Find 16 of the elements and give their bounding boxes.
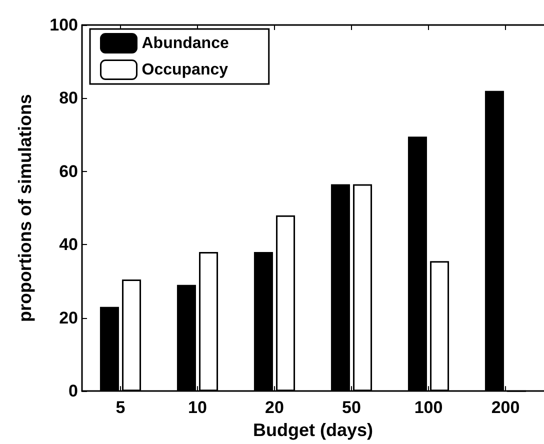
x-tick-label: 50 — [342, 398, 361, 418]
y-axis-title: proportions of simulations — [15, 94, 35, 322]
y-tick-label: 80 — [59, 88, 78, 108]
x-tick-label: 5 — [116, 398, 126, 418]
x-tick-label: 100 — [414, 398, 443, 418]
y-tick-label: 0 — [68, 382, 78, 401]
legend-label: Occupancy — [142, 61, 228, 78]
y-tick-label: 40 — [59, 235, 78, 254]
legend-label: Abundance — [142, 34, 229, 52]
x-tick-label: 20 — [265, 398, 284, 418]
x-tick-label: 10 — [188, 398, 207, 418]
y-tick-label: 100 — [50, 16, 78, 34]
x-axis-title: Budget (days) — [252, 420, 374, 440]
y-tick-label: 60 — [59, 162, 78, 181]
x-tick-label: 200 — [491, 398, 520, 418]
y-tick-label: 20 — [59, 308, 78, 328]
